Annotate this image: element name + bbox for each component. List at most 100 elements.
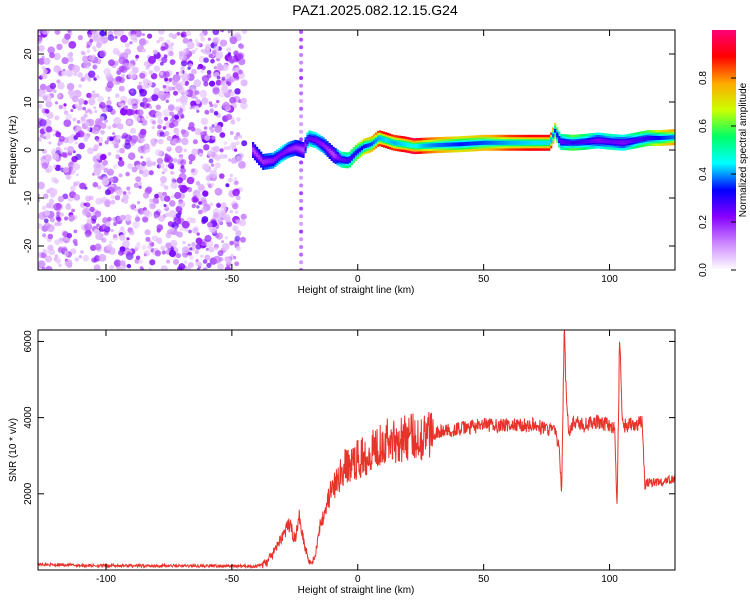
noise-speck [143,145,151,153]
noise-speck [75,153,82,160]
noise-speck [233,135,239,140]
noise-speck [94,109,98,114]
noise-speck [43,113,47,117]
ridge-cell [519,140,523,145]
ridge-cell [666,135,670,140]
noise-speck [166,259,171,264]
noise-speck [148,55,156,64]
noise-speck [181,220,190,229]
ridge-cell [485,140,488,145]
noise-column-dot [299,191,304,196]
noise-speck [201,75,210,83]
ridge-cell [258,155,261,160]
noise-speck [208,246,215,253]
noise-speck [114,35,118,39]
noise-speck [102,159,108,166]
noise-speck [195,237,203,245]
noise-speck [193,79,202,88]
snr-x-axis: -100 -50 0 50 100 [96,330,618,585]
noise-speck [157,239,163,245]
noise-column-dot [299,68,304,73]
noise-speck [201,206,208,213]
ridge-cell [469,141,472,146]
noise-speck [38,44,45,52]
noise-speck [146,160,153,167]
noise-column-dot [299,53,304,57]
noise-speck [175,137,182,144]
noise-speck [238,43,245,50]
noise-column-dot [299,76,304,80]
noise-speck [115,93,120,98]
noise-speck [227,30,231,34]
ridge-cell [648,136,651,140]
noise-speck [70,185,76,192]
noise-speck [216,99,220,104]
noise-speck [194,47,198,51]
ridge-cell [433,143,436,148]
noise-speck [167,229,172,235]
noise-speck [82,106,86,111]
noise-speck [224,83,228,88]
noise-speck [48,248,56,256]
noise-speck [41,55,45,59]
noise-speck [148,267,152,270]
noise-speck [215,51,224,59]
noise-speck [104,140,109,145]
noise-speck [71,169,76,174]
noise-speck [78,142,85,150]
noise-speck [213,111,219,116]
noise-speck [241,30,248,35]
noise-speck [166,39,171,45]
noise-speck [202,190,209,197]
ridge-cell [669,135,672,140]
ridge-cell [475,141,478,146]
noise-speck [57,221,62,227]
ridge-cell [554,128,557,133]
noise-speck [54,101,59,105]
noise-speck [48,198,55,205]
noise-speck [213,65,218,70]
noise-speck [99,102,106,109]
noise-speck [210,128,215,133]
noise-speck [204,109,210,115]
noise-speck [158,30,165,35]
noise-speck [117,123,124,130]
noise-speck [194,105,200,111]
noise-speck [70,108,74,113]
ridge-cell [393,140,396,145]
noise-speck [163,116,169,121]
x-tick-label: 100 [601,274,618,285]
noise-speck [175,71,179,75]
noise-speck [116,216,122,222]
noise-speck [214,233,220,238]
noise-speck [198,201,202,205]
noise-column-dot [299,60,304,65]
ridge-cell [260,157,263,162]
noise-speck [72,64,81,73]
ridge-cell [628,139,631,144]
noise-speck [65,173,72,180]
noise-speck [217,263,224,270]
noise-speck [232,225,239,232]
noise-speck [199,32,205,38]
noise-speck [57,81,65,90]
noise-speck [49,82,57,90]
ridge-cell [509,140,512,145]
ridge-cell [449,142,452,147]
noise-speck [105,199,111,205]
noise-speck [118,56,126,65]
noise-speck [164,77,169,82]
noise-speck [92,181,99,188]
noise-speck [94,243,102,251]
noise-speck [49,52,55,59]
ridge-cell [445,142,448,147]
noise-speck [93,106,97,110]
noise-speck [92,65,97,69]
noise-speck [63,106,67,110]
noise-speck [58,135,65,142]
noise-speck [129,230,135,236]
noise-speck [159,71,164,76]
noise-speck [117,159,125,167]
noise-speck [169,111,175,117]
noise-speck [99,50,107,58]
